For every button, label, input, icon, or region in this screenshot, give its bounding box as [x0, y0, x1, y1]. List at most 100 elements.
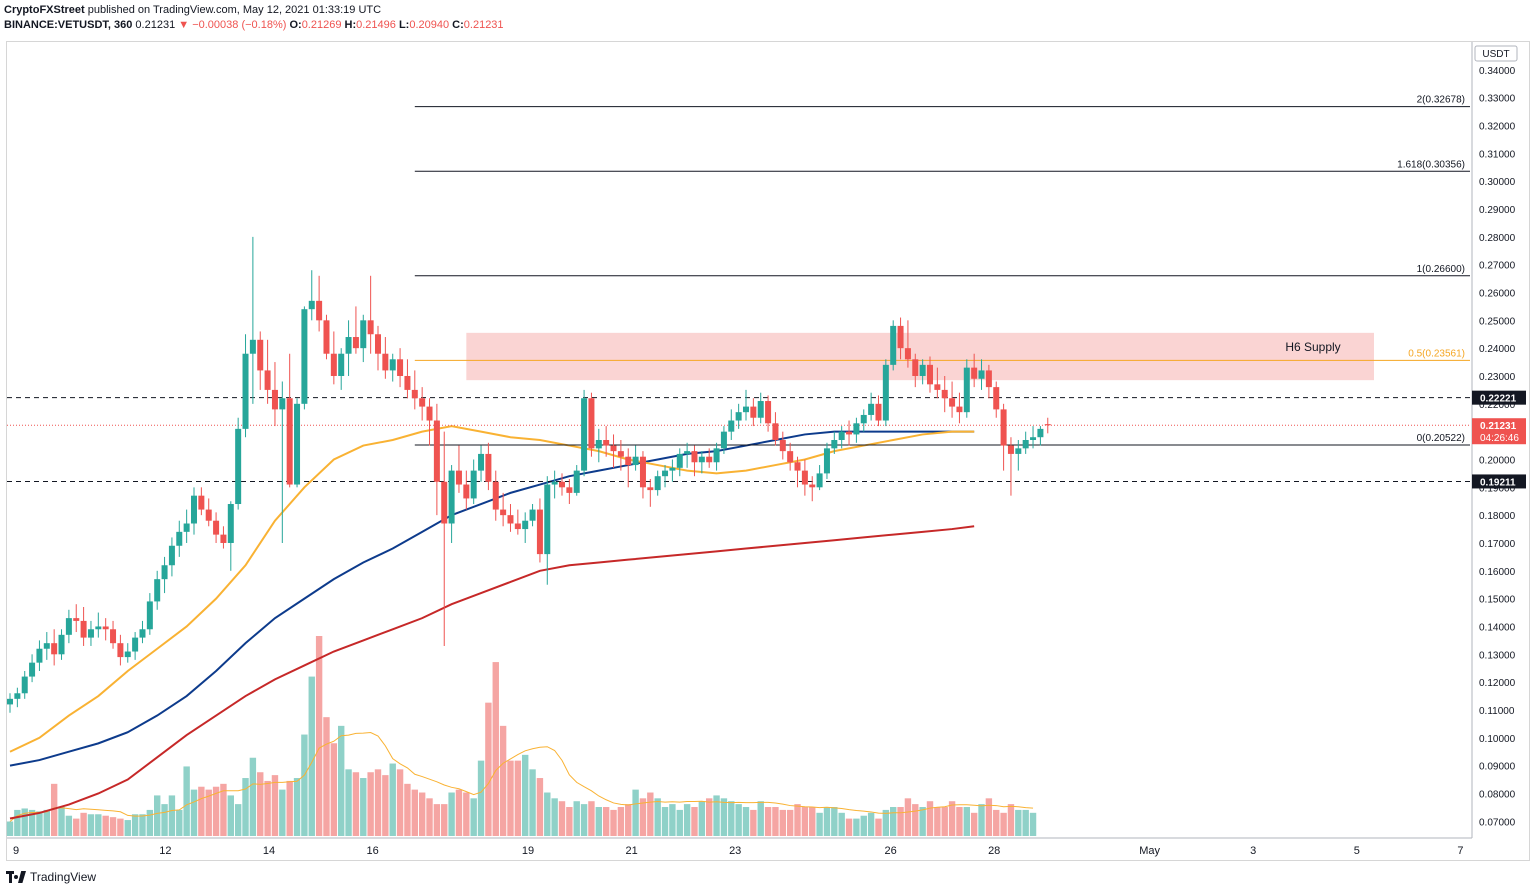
candle-body — [242, 353, 249, 429]
y-tick-label: 0.09000 — [1479, 762, 1516, 773]
candle-body — [698, 456, 705, 463]
volume-bar — [6, 821, 14, 836]
candle-body — [249, 339, 256, 354]
candle-body — [522, 520, 529, 530]
volume-ma-line — [9, 732, 1034, 822]
volume-bar — [382, 775, 389, 836]
volume-bar — [205, 789, 212, 836]
volume-bar — [433, 804, 441, 836]
volume-bar — [1015, 809, 1022, 836]
volume-bar — [573, 801, 580, 836]
candle-body — [551, 481, 558, 485]
price-tag-label: 0.19211 — [1480, 477, 1516, 488]
candle-body — [595, 440, 602, 449]
candle-body — [14, 693, 21, 699]
volume-bar — [993, 809, 1000, 836]
candle-body — [1022, 440, 1029, 449]
high-value: 0.21496 — [356, 19, 396, 31]
candle-body — [1000, 409, 1007, 446]
candle-body — [603, 440, 610, 446]
candle-body — [897, 325, 904, 349]
low-label: L: — [398, 19, 410, 31]
candle-body — [514, 523, 521, 530]
high-label: H: — [344, 19, 357, 31]
volume-bar — [772, 807, 779, 836]
current-price-box — [1472, 418, 1526, 445]
volume-bar — [1022, 809, 1029, 836]
tradingview-brand: TradingView — [30, 870, 97, 884]
candle-body — [706, 456, 713, 463]
volume-bar — [198, 786, 205, 836]
volume-bar — [352, 772, 360, 836]
volume-bar — [514, 760, 522, 836]
volume-bar — [647, 792, 654, 836]
candle-body — [868, 403, 875, 415]
low-value: 0.20940 — [409, 19, 450, 31]
y-tick-label: 0.19000 — [1479, 483, 1516, 494]
candle-body — [73, 618, 80, 621]
volume-bar — [161, 804, 168, 836]
candle-body — [301, 309, 308, 404]
candle-body — [934, 384, 941, 390]
volume-bar — [455, 789, 463, 836]
volume-bar — [948, 801, 956, 836]
supply-zone-label: H6 Supply — [1285, 340, 1340, 354]
ma200-line — [9, 525, 975, 820]
volume-bar — [654, 798, 661, 836]
candle-body — [566, 487, 573, 493]
volume-bar — [544, 792, 551, 836]
candle-body — [161, 565, 168, 580]
candle-body — [617, 451, 624, 457]
candle-body — [978, 370, 985, 379]
x-tick-label: 26 — [884, 845, 896, 857]
volume-bar — [338, 725, 345, 836]
candle-body — [455, 470, 462, 485]
candle-body — [330, 353, 337, 376]
currency-box — [1474, 45, 1518, 62]
y-tick-label: 0.08000 — [1479, 789, 1516, 800]
candle-body — [912, 359, 919, 376]
y-tick-label: 0.33000 — [1479, 94, 1516, 105]
open-value: 0.21269 — [301, 19, 342, 31]
candle-body — [610, 445, 617, 452]
volume-bar — [853, 818, 860, 836]
candle-body — [904, 348, 911, 360]
volume-bar — [1029, 812, 1037, 836]
volume-bar — [374, 769, 382, 836]
price-tag-box — [1472, 474, 1526, 489]
candle-body — [7, 698, 13, 705]
candle-body — [927, 364, 933, 385]
y-tick-label: 0.29000 — [1479, 205, 1516, 216]
y-tick-label: 0.26000 — [1479, 288, 1516, 299]
volume-bar — [713, 795, 720, 836]
volume-bar — [882, 809, 890, 836]
candle-body — [183, 523, 190, 532]
volume-bar — [617, 807, 625, 836]
publish-info: CryptoFXStreet published on TradingView.… — [4, 2, 1484, 18]
candle-body — [581, 398, 588, 471]
volume-bar — [154, 795, 161, 836]
volume-bar — [661, 807, 669, 836]
volume-bar — [610, 809, 617, 836]
candle-body — [838, 431, 845, 440]
candle-body — [1044, 424, 1051, 426]
x-tick-label: 7 — [1457, 845, 1463, 857]
y-tick-label: 0.27000 — [1479, 261, 1516, 272]
candle-body — [419, 398, 426, 407]
candle-body — [684, 451, 691, 454]
currency-label: USDT — [1482, 49, 1509, 60]
volume-bar — [249, 757, 257, 836]
volume-bar — [706, 798, 713, 836]
volume-bar — [779, 809, 786, 836]
candle-body — [639, 456, 646, 488]
candle-body — [728, 420, 735, 432]
volume-bar — [58, 807, 65, 836]
candle-body — [544, 484, 551, 555]
candle-body — [500, 509, 507, 516]
volume-bar — [492, 662, 499, 836]
y-tick-label: 0.13000 — [1479, 650, 1516, 661]
volume-bar — [264, 780, 271, 836]
candle-body — [352, 337, 359, 349]
candle-body — [463, 484, 470, 499]
